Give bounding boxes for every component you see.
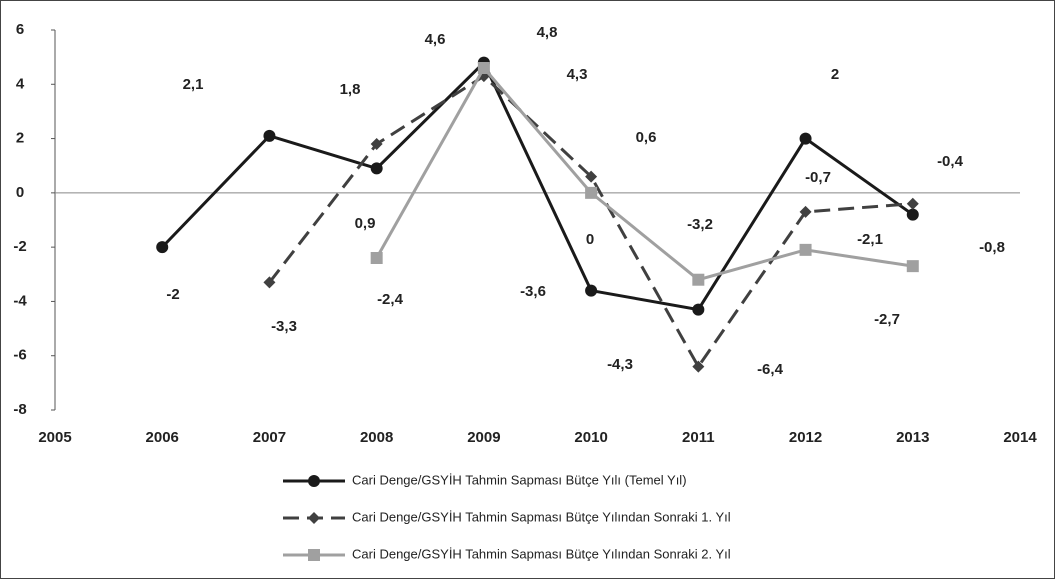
x-tick-label: 2012 — [789, 429, 822, 446]
legend-label: Cari Denge/GSYİH Tahmin Sapması Bütçe Yı… — [352, 472, 687, 487]
data-label: -0,4 — [937, 153, 964, 170]
series-line — [161, 60, 914, 312]
point — [156, 241, 169, 254]
data-label: 4,8 — [537, 24, 558, 41]
data-label: -3,3 — [271, 318, 297, 335]
point — [692, 303, 705, 316]
x-tick-label: 2005 — [38, 429, 71, 446]
point — [370, 138, 383, 150]
data-label: 0 — [586, 231, 594, 248]
data-label: -2 — [166, 286, 179, 303]
point — [308, 475, 320, 487]
data-label: -0,8 — [979, 239, 1005, 256]
point — [692, 360, 705, 373]
y-tick-label: -6 — [13, 347, 26, 364]
data-label: 4,3 — [567, 66, 588, 83]
x-tick-label: 2010 — [574, 429, 607, 446]
data-label: -0,7 — [805, 169, 831, 186]
data-label: -3,2 — [687, 216, 713, 233]
x-tick-label: 2009 — [467, 429, 500, 446]
x-tick-label: 2011 — [682, 429, 715, 446]
y-tick-label: 0 — [16, 184, 24, 201]
data-label: 0,6 — [636, 129, 657, 146]
data-label: -2,1 — [857, 231, 883, 248]
data-label: 2,1 — [183, 76, 204, 93]
data-label: -2,4 — [377, 291, 404, 308]
y-tick-label: -8 — [13, 401, 26, 418]
point — [370, 252, 383, 264]
data-label: -2,7 — [874, 311, 900, 328]
point — [799, 205, 812, 218]
point — [799, 243, 812, 256]
data-label: 4,6 — [425, 31, 446, 48]
data-label: -4,3 — [607, 356, 633, 373]
x-tick-label: 2014 — [1003, 429, 1037, 446]
point — [477, 62, 490, 74]
data-label: 2 — [831, 66, 839, 83]
point — [263, 129, 276, 142]
point — [906, 197, 919, 210]
legend-label: Cari Denge/GSYİH Tahmin Sapması Bütçe Yı… — [352, 509, 731, 524]
point — [585, 186, 598, 199]
data-label: 1,8 — [340, 81, 361, 98]
point — [906, 208, 919, 221]
y-tick-label: 2 — [16, 130, 24, 147]
data-label: -3,6 — [520, 283, 546, 300]
data-label: 0,9 — [355, 215, 376, 232]
y-tick-label: -2 — [13, 238, 26, 255]
point — [799, 132, 812, 145]
point — [308, 549, 320, 561]
point — [585, 170, 598, 183]
x-tick-label: 2006 — [146, 429, 179, 446]
y-tick-label: 4 — [16, 75, 25, 92]
point — [308, 512, 320, 524]
x-tick-label: 2008 — [360, 429, 393, 446]
point — [585, 284, 598, 297]
point — [692, 273, 705, 286]
point — [370, 162, 383, 175]
y-tick-label: 6 — [16, 21, 24, 38]
point — [263, 276, 276, 289]
y-tick-label: -4 — [13, 292, 27, 309]
x-tick-label: 2007 — [253, 429, 286, 446]
data-label: -6,4 — [757, 361, 784, 378]
series-line — [375, 65, 914, 282]
x-tick-label: 2013 — [896, 429, 929, 446]
point — [906, 260, 919, 273]
legend-label: Cari Denge/GSYİH Tahmin Sapması Bütçe Yı… — [352, 546, 731, 561]
